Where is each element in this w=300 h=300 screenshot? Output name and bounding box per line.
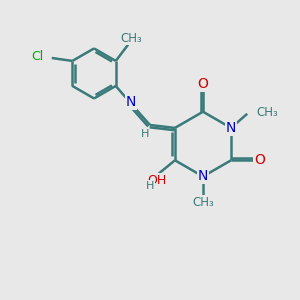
- Text: CH₃: CH₃: [192, 196, 214, 208]
- Text: H: H: [146, 181, 155, 191]
- Text: OH: OH: [148, 173, 167, 187]
- Text: CH₃: CH₃: [120, 32, 142, 45]
- Text: N: N: [226, 121, 236, 135]
- Text: O: O: [198, 77, 208, 91]
- Text: CH₃: CH₃: [256, 106, 278, 119]
- Text: Cl: Cl: [31, 50, 44, 63]
- Text: O: O: [254, 153, 265, 167]
- Text: N: N: [126, 95, 136, 109]
- Text: H: H: [140, 129, 149, 139]
- Text: N: N: [198, 169, 208, 184]
